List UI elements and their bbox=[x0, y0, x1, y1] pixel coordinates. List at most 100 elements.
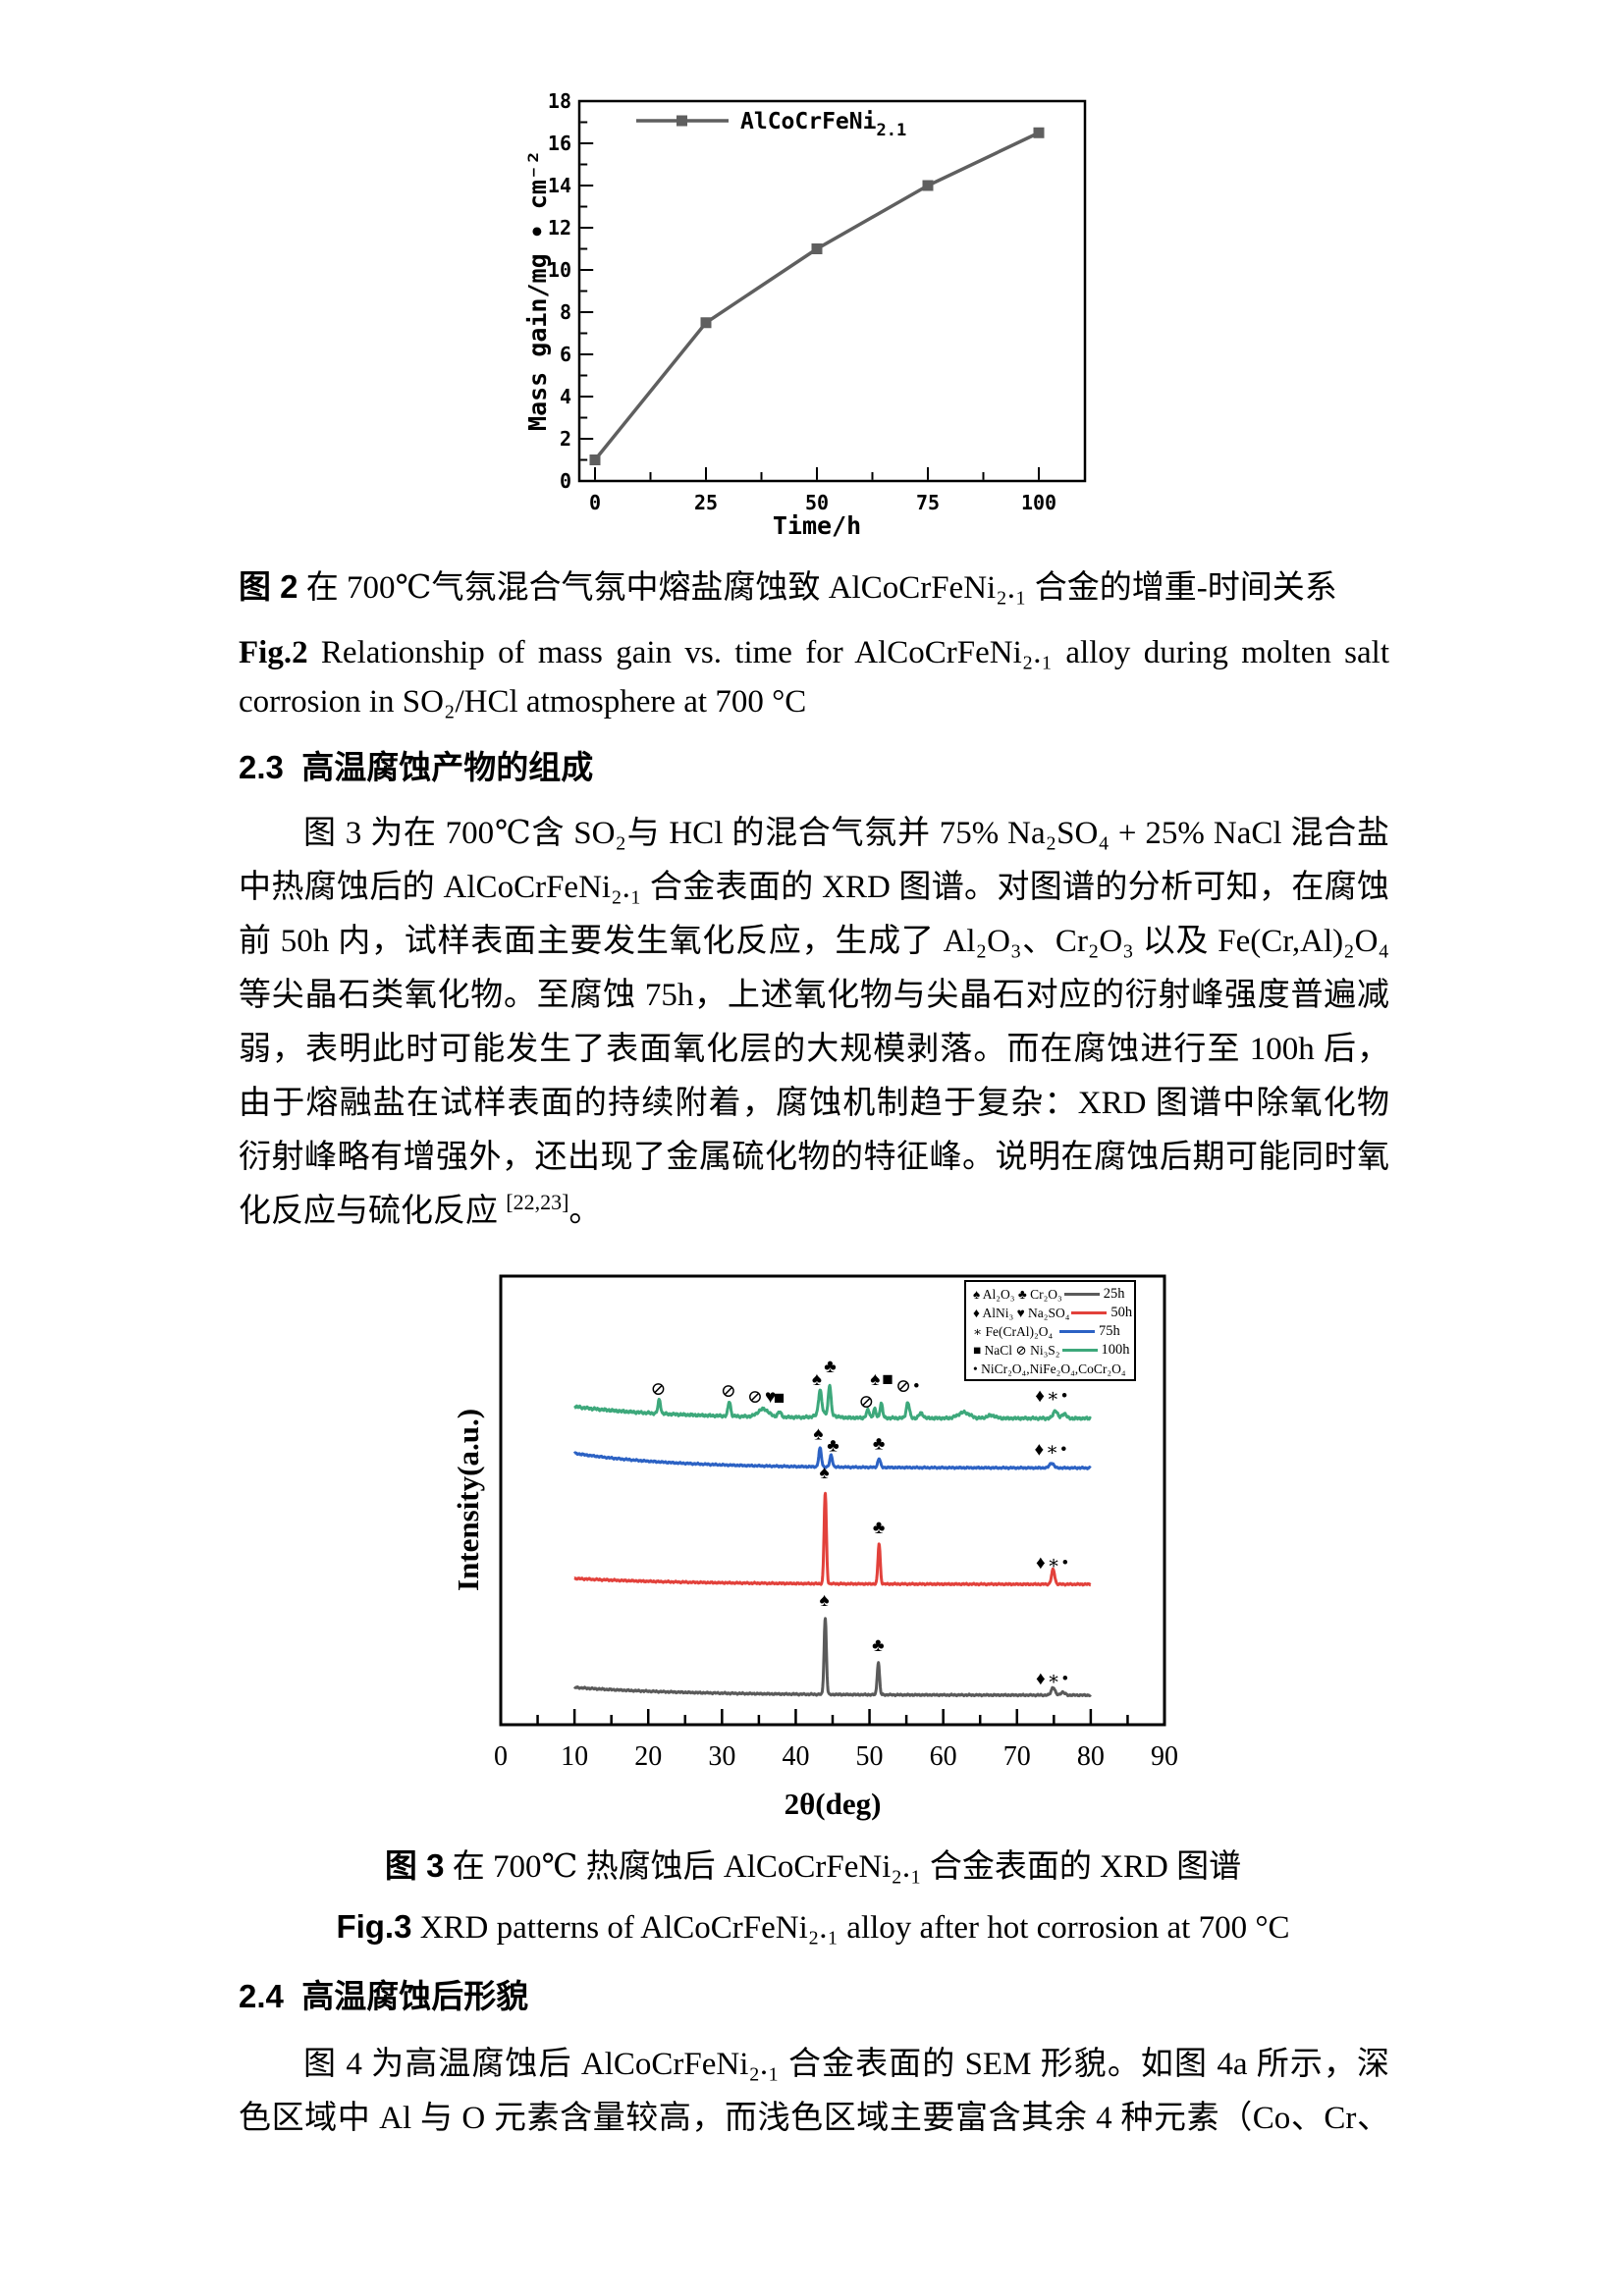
peak-marker: ♠ bbox=[812, 1369, 824, 1390]
legend-phase-symbols: ■ NaCl ⊘ Ni₃S₂ bbox=[973, 1342, 1060, 1358]
peak-marker: ⊘• bbox=[895, 1376, 922, 1397]
paragraph-line: 等尖晶石类氧化物。至腐蚀 75h，上述氧化物与尖晶石对应的衍射峰强度普遍减 bbox=[239, 978, 1389, 1013]
legend-time-label: 100h bbox=[1101, 1342, 1130, 1358]
section-2-4-heading: 2.4 高温腐蚀后形貌 bbox=[239, 1978, 529, 2014]
peak-marker: ♣ bbox=[873, 1518, 887, 1538]
peak-marker: ♦∗• bbox=[1036, 1669, 1070, 1689]
section-2-3-heading: 2.3 高温腐蚀产物的组成 bbox=[239, 749, 594, 785]
y-tick-label: 0 bbox=[560, 469, 571, 493]
figure3-label-cn: 图 3 bbox=[384, 1847, 445, 1884]
y-tick-label: 12 bbox=[548, 216, 571, 240]
x-tick-label: 0 bbox=[494, 1741, 508, 1772]
section-2-3-paragraph: 图 3 为在 700℃含 SO₂与 HCl 的混合气氛并 75% Na₂SO₄ … bbox=[239, 807, 1389, 1239]
x-axis-label: 2θ(deg) bbox=[785, 1787, 882, 1821]
y-tick-label: 14 bbox=[548, 174, 571, 197]
paragraph-line: 图 3 为在 700℃含 SO₂与 HCl 的混合气氛并 75% Na₂SO₄ … bbox=[303, 816, 1389, 851]
figure3-text-cn: 在 700℃ 热腐蚀后 AlCoCrFeNi₂.₁ 合金表面的 XRD 图谱 bbox=[452, 1849, 1242, 1885]
data-point-marker bbox=[1033, 127, 1045, 138]
peak-marker: ♣ bbox=[872, 1635, 886, 1656]
xrd-trace-25h bbox=[572, 1617, 1092, 1698]
xrd-legend-row: ∗ Fe(CrAl)₂O₄ 75h bbox=[973, 1322, 1128, 1341]
figure3-label-en: Fig.3 bbox=[336, 1908, 412, 1945]
peak-marker: ♠ bbox=[813, 1424, 825, 1445]
figure3-caption-en: Fig.3 XRD patterns of AlCoCrFeNi₂.₁ allo… bbox=[336, 1908, 1290, 1946]
xrd-legend-row: ♠ Al₂O₃ ♣ Cr₂O₃ 25h bbox=[973, 1285, 1128, 1304]
data-point-marker bbox=[700, 317, 712, 329]
x-tick-label: 90 bbox=[1151, 1741, 1178, 1772]
citation-ref: [22,23] bbox=[506, 1190, 569, 1214]
x-tick-label: 0 bbox=[589, 491, 601, 514]
peak-marker: ♣ bbox=[873, 1434, 887, 1455]
x-tick-label: 50 bbox=[805, 491, 829, 514]
xrd-legend-row: • NiCr₂O₄,NiFe₂O₄,CoCr₂O₄ bbox=[973, 1360, 1128, 1378]
data-line bbox=[593, 131, 1040, 461]
y-axis-label: Intensity(a.u.) bbox=[451, 1409, 485, 1591]
paragraph-line: 中热腐蚀后的 AlCoCrFeNi₂.₁ 合金表面的 XRD 图谱。对图谱的分析… bbox=[239, 870, 1389, 905]
peak-marker: ■ bbox=[774, 1388, 786, 1409]
legend-marker bbox=[677, 115, 687, 127]
section-2-4-paragraph: 图 4 为高温腐蚀后 AlCoCrFeNi₂.₁ 合金表面的 SEM 形貌。如图… bbox=[239, 2038, 1389, 2146]
peak-marker: ⊘♥ bbox=[747, 1387, 778, 1408]
paragraph-line: 衍射峰略有增强外，还出现了金属硫化物的特征峰。说明在腐蚀后期可能同时氧 bbox=[239, 1140, 1389, 1175]
y-axis-label: Mass gain/mg • cm⁻² bbox=[523, 150, 552, 431]
paragraph-line: 图 4 为高温腐蚀后 AlCoCrFeNi₂.₁ 合金表面的 SEM 形貌。如图… bbox=[303, 2047, 1389, 2082]
legend-label: AlCoCrFeNi2.1 bbox=[740, 109, 906, 140]
mass-gain-chart: 0 2 4 6 8 10 12 14 16 18 0 25 50 75 100 Time/h Mass gain… bbox=[523, 89, 1087, 540]
x-tick-label: 50 bbox=[856, 1741, 884, 1772]
legend-line-sample bbox=[1061, 1348, 1098, 1353]
paragraph-line: 色区域中 Al 与 O 元素含量较高，而浅色区域主要富含其余 4 种元素（Co、… bbox=[239, 2101, 1389, 2136]
x-tick-label: 70 bbox=[1003, 1741, 1031, 1772]
xrd-legend-row: ♦ AlNi₃ ♥ Na₂SO₄ 50h bbox=[973, 1304, 1132, 1322]
xrd-chart: 0 10 20 30 40 50 60 70 80 90 2θ(deg) Intensity(a.u.… bbox=[451, 1274, 1178, 1821]
x-tick-label: 10 bbox=[561, 1741, 588, 1772]
x-tick-label: 20 bbox=[634, 1741, 662, 1772]
y-tick-label: 6 bbox=[560, 343, 571, 366]
legend-time-label: 75h bbox=[1099, 1323, 1120, 1339]
xrd-trace-100h bbox=[573, 1383, 1092, 1421]
x-tick-label: 80 bbox=[1077, 1741, 1105, 1772]
figure2-caption-en-line2: corrosion in SO₂/HCl atmosphere at 700 °… bbox=[239, 684, 807, 720]
data-point-marker bbox=[811, 243, 823, 254]
peak-marker: ♠ bbox=[819, 1590, 831, 1611]
y-tick-label: 2 bbox=[560, 427, 571, 451]
y-tick-label: 8 bbox=[560, 300, 571, 324]
xrd-legend-box: ♠ Al₂O₃ ♣ Cr₂O₃ 25h ♦ AlNi₃ ♥ Na₂SO₄ 50h ∗ F… bbox=[964, 1280, 1136, 1381]
peak-marker: ⊘ bbox=[858, 1392, 876, 1413]
x-tick-label: 25 bbox=[694, 491, 718, 514]
figure2-text-cn: 在 700℃气氛混合气氛中熔盐腐蚀致 AlCoCrFeNi₂.₁ 合金的增重-时… bbox=[305, 570, 1337, 606]
x-tick-label: 30 bbox=[708, 1741, 735, 1772]
legend-phase-symbols: ♠ Al₂O₃ ♣ Cr₂O₃ bbox=[973, 1286, 1062, 1302]
plot-border bbox=[577, 99, 1087, 483]
data-point-marker bbox=[589, 454, 601, 465]
legend-time-label: 50h bbox=[1110, 1305, 1133, 1320]
legend-time-label: 25h bbox=[1103, 1286, 1125, 1302]
peak-marker: ⊘ bbox=[721, 1381, 738, 1402]
legend-phase-symbols: • NiCr₂O₄,NiFe₂O₄,CoCr₂O₄ bbox=[973, 1361, 1126, 1376]
figure3-caption-cn: 图 3 在 700℃ 热腐蚀后 AlCoCrFeNi₂.₁ 合金表面的 XRD … bbox=[239, 1845, 1387, 1888]
y-tick-label: 18 bbox=[548, 89, 571, 113]
figure2-caption-en-line1: Fig.2 Relationship of mass gain vs. time… bbox=[239, 635, 1390, 670]
peak-marker: ♦∗• bbox=[1035, 1386, 1069, 1407]
x-tick-label: 40 bbox=[782, 1741, 809, 1772]
xrd-legend-row: ■ NaCl ⊘ Ni₃S₂ 100h bbox=[973, 1341, 1130, 1360]
x-axis-label: Time/h bbox=[773, 511, 861, 540]
x-tick-label: 100 bbox=[1021, 491, 1056, 514]
y-tick-label: 10 bbox=[548, 258, 571, 282]
paragraph-line: 弱，表明此时可能发生了表面氧化层的大规模剥落。而在腐蚀进行至 100h 后， bbox=[239, 1032, 1389, 1067]
x-tick-label: 60 bbox=[930, 1741, 957, 1772]
y-tick-label: 16 bbox=[548, 132, 571, 155]
peak-marker: ♣ bbox=[824, 1357, 838, 1377]
xrd-trace-75h bbox=[572, 1446, 1092, 1470]
peak-marker: ♣ bbox=[827, 1436, 840, 1457]
peak-marker: ♦∗• bbox=[1034, 1440, 1068, 1461]
figure2-label-en: Fig.2 bbox=[239, 635, 308, 670]
paragraph-line: 前 50h 内，试样表面主要发生氧化反应，生成了 Al₂O₃、Cr₂O₃ 以及 … bbox=[239, 924, 1389, 959]
legend-line-sample bbox=[1071, 1310, 1108, 1315]
peak-marker: ♦∗• bbox=[1036, 1553, 1070, 1574]
figure2-label-cn: 图 2 bbox=[239, 568, 298, 605]
figure2-caption-cn: 图 2 在 700℃气氛混合气氛中熔盐腐蚀致 AlCoCrFeNi₂.₁ 合金的… bbox=[239, 566, 1387, 609]
data-point-marker bbox=[922, 180, 934, 191]
peak-marker: ♠ bbox=[819, 1463, 831, 1483]
